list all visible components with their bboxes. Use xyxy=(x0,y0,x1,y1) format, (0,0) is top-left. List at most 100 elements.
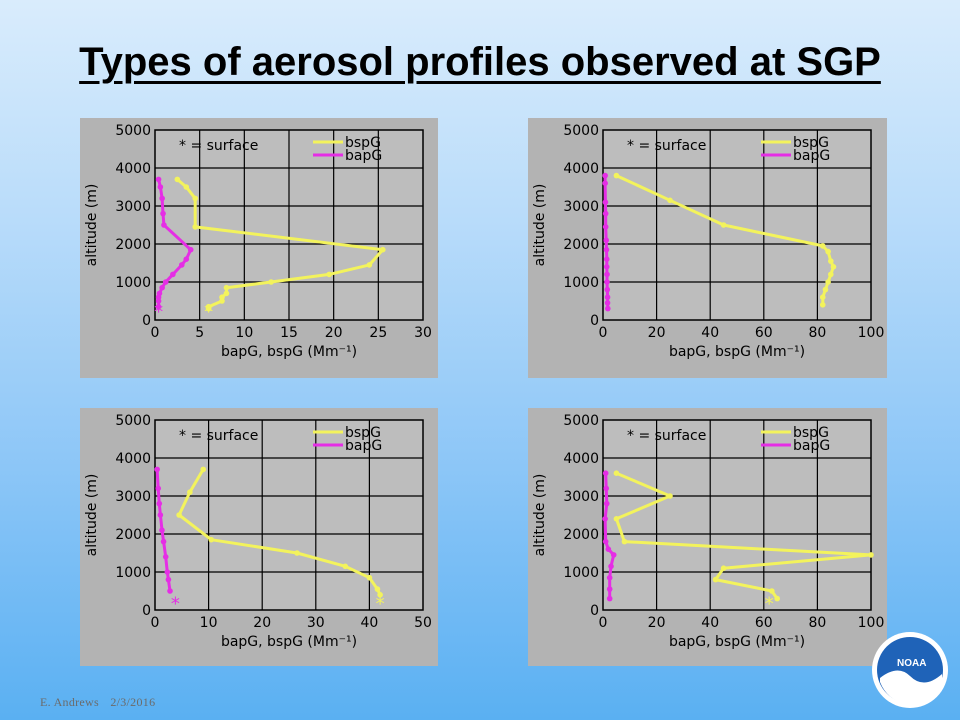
data-point-bapG xyxy=(603,500,610,507)
data-point-bspG xyxy=(174,176,181,183)
data-point-bspG xyxy=(868,552,874,558)
y-axis-label: altitude (m) xyxy=(84,474,100,557)
x-tick-label: 20 xyxy=(648,325,666,341)
data-point-bspG xyxy=(621,538,628,545)
y-tick-label: 4000 xyxy=(563,451,599,467)
data-point-bapG xyxy=(159,284,165,291)
y-tick-label: 3000 xyxy=(563,199,599,215)
data-point-bapG xyxy=(602,199,609,205)
footer: E. Andrews 2/3/2016 xyxy=(40,695,163,710)
data-point-bspG xyxy=(377,592,383,598)
x-tick-label: 0 xyxy=(599,325,608,341)
slide-title: Types of aerosol profiles observed at SG… xyxy=(79,40,881,84)
x-tick-label: 100 xyxy=(858,325,885,341)
data-point-bapG xyxy=(606,574,613,581)
data-point-bapG xyxy=(160,210,166,217)
legend-label: bspG xyxy=(345,425,381,441)
data-point-bspG xyxy=(223,284,230,291)
legend-label: bapG xyxy=(345,438,382,454)
legend-label: bapG xyxy=(345,148,382,164)
x-tick-label: 80 xyxy=(808,615,826,631)
data-point-bapG xyxy=(162,554,169,560)
data-point-bapG xyxy=(161,222,167,228)
x-tick-label: 30 xyxy=(307,615,325,631)
data-point-bapG xyxy=(602,538,609,545)
data-point-bapG xyxy=(155,485,162,492)
x-tick-label: 40 xyxy=(701,615,719,631)
y-tick-label: 3000 xyxy=(115,199,151,215)
x-axis-label: bapG, bspG (Mm⁻¹) xyxy=(669,344,805,360)
surface-marker: * xyxy=(765,594,774,615)
y-tick-label: 5000 xyxy=(563,413,599,429)
data-point-bspG xyxy=(613,470,620,476)
data-point-bapG xyxy=(603,246,610,253)
chart-panel-3: 0 10 20 30 40 50 0 1000 2000 3000 4000 5000 bapG, bs… xyxy=(80,408,438,666)
x-tick-label: 0 xyxy=(151,325,160,341)
plot-area xyxy=(602,419,872,611)
x-tick-label: 50 xyxy=(414,615,432,631)
data-point-bspG xyxy=(720,222,727,228)
x-tick-label: 20 xyxy=(648,615,666,631)
x-tick-label: 40 xyxy=(360,615,378,631)
y-tick-label: 4000 xyxy=(115,451,151,467)
data-point-bapG xyxy=(154,466,160,473)
y-tick-label: 2000 xyxy=(563,237,599,253)
data-point-bapG xyxy=(602,210,609,217)
legend-label: bspG xyxy=(793,425,829,441)
noaa-logo: NOAA xyxy=(872,632,948,708)
footer-date: 2/3/2016 xyxy=(110,695,156,709)
x-tick-label: 0 xyxy=(151,615,160,631)
plot-area xyxy=(602,129,872,321)
data-point-bapG xyxy=(183,256,190,262)
legend-label: bspG xyxy=(793,135,829,151)
surface-marker: * xyxy=(171,594,180,615)
y-tick-label: 1000 xyxy=(563,275,599,291)
data-point-bapG xyxy=(159,195,165,202)
data-point-bspG xyxy=(819,243,826,249)
data-point-bapG xyxy=(603,256,610,262)
data-point-bapG xyxy=(604,300,611,306)
surface-annotation: * = surface xyxy=(179,138,258,154)
data-point-bapG xyxy=(602,470,609,476)
data-point-bspG xyxy=(183,184,190,190)
y-tick-label: 0 xyxy=(590,313,599,329)
data-point-bapG xyxy=(603,485,610,492)
data-point-bapG xyxy=(165,576,172,583)
data-point-bapG xyxy=(170,271,176,278)
data-point-bapG xyxy=(602,516,608,522)
y-axis-label: altitude (m) xyxy=(532,184,548,267)
data-point-bspG xyxy=(366,574,373,581)
chart-panel-2: 0 20 40 60 80 100 0 1000 2000 3000 4000 5000 bapG, b… xyxy=(528,118,887,378)
y-tick-label: 2000 xyxy=(115,237,151,253)
data-point-bapG xyxy=(604,286,611,293)
surface-annotation: * = surface xyxy=(179,428,258,444)
y-tick-label: 5000 xyxy=(563,123,599,139)
data-point-bapG xyxy=(608,563,614,570)
data-point-bapG xyxy=(155,298,162,304)
x-tick-label: 80 xyxy=(808,325,826,341)
data-point-bspG xyxy=(720,565,727,571)
legend-label: bapG xyxy=(793,438,830,454)
chart-panel-4: 0 20 40 60 80 100 0 1000 2000 3000 4000 5000 bapG, b… xyxy=(528,408,887,666)
y-tick-label: 1000 xyxy=(115,275,151,291)
y-tick-label: 5000 xyxy=(115,123,151,139)
x-axis-label: bapG, bspG (Mm⁻¹) xyxy=(221,634,357,650)
x-axis-label: bapG, bspG (Mm⁻¹) xyxy=(669,634,805,650)
x-tick-label: 10 xyxy=(200,615,218,631)
data-point-bapG xyxy=(602,180,608,186)
data-point-bspG xyxy=(819,294,826,300)
chart-3: 0 10 20 30 40 50 0 1000 2000 3000 4000 5000 bapG, bs… xyxy=(84,413,432,650)
y-tick-label: 5000 xyxy=(115,413,151,429)
data-point-bspG xyxy=(828,258,834,264)
data-point-bspG xyxy=(667,493,673,499)
chart-panel-1: 0 5 10 15 20 25 30 0 1000 2000 3000 4000 5000 bapG, b… xyxy=(80,118,438,378)
data-point-bspG xyxy=(774,595,780,602)
data-point-bspG xyxy=(219,298,225,304)
data-point-bapG xyxy=(160,538,167,545)
data-point-bspG xyxy=(380,246,386,253)
data-point-bapG xyxy=(157,184,164,190)
data-point-bspG xyxy=(825,248,831,255)
data-point-bapG xyxy=(156,500,163,507)
plot-area xyxy=(154,419,424,611)
data-point-bspG xyxy=(208,536,215,543)
